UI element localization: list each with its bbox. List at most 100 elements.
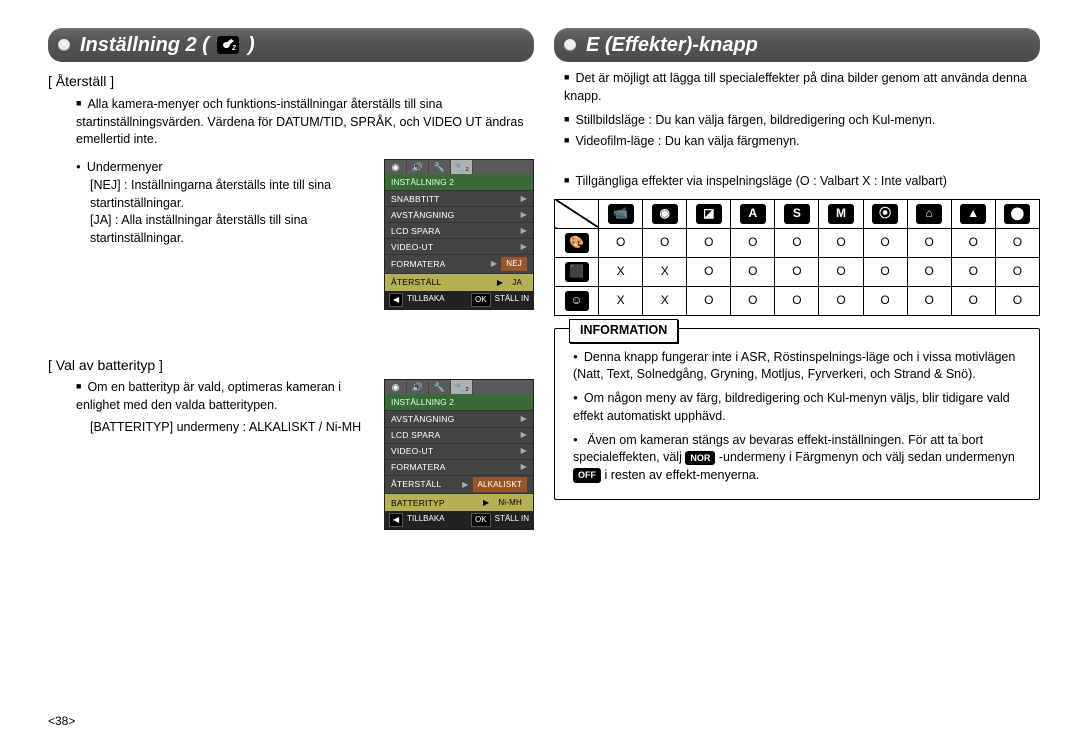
off-pill: OFF	[573, 468, 601, 483]
table-cell: O	[687, 228, 731, 257]
table-cell: O	[995, 286, 1039, 315]
lcd-tab-wrench2-icon: 🔧₂	[451, 160, 473, 174]
lcd2-tab-wrench2-icon: 🔧₂	[451, 380, 473, 394]
lcd-2: ◉ 🔊 🔧 🔧₂ INSTÄLLNING 2 AVSTÄNGNING▶ LCD …	[384, 379, 534, 529]
left-header: Inställning 2 ( 2 )	[48, 28, 534, 62]
table-cell: X	[599, 286, 643, 315]
lcd1-val-ja: JA	[507, 275, 527, 289]
lcd1-ok: OK	[471, 293, 491, 306]
mode-m: M	[828, 204, 854, 224]
table-cell: O	[687, 286, 731, 315]
lcd2-row-5: BATTERITYP	[391, 497, 483, 509]
lcd2-ok: OK	[471, 513, 491, 526]
lcd2-tab-cam-icon: ◉	[385, 380, 407, 394]
table-cell: X	[643, 286, 687, 315]
ja-text: Alla inställningar återställs till sina …	[90, 213, 307, 245]
lcd2-row-2: VIDEO-UT	[391, 445, 521, 457]
info-item-0: Denna knapp fungerar inte i ASR, Röstins…	[573, 349, 1023, 385]
table-cell: O	[819, 257, 863, 286]
table-cell: O	[731, 257, 775, 286]
lcd2-tab-wrench1-icon: 🔧	[429, 380, 451, 394]
info-item-2: Även om kameran stängs av bevaras effekt…	[573, 432, 1023, 485]
table-cell: X	[599, 257, 643, 286]
info-label: INFORMATION	[569, 319, 678, 343]
lcd1-set: STÄLL IN	[495, 293, 529, 306]
lcd2-row-1: LCD SPARA	[391, 429, 521, 441]
mode-a: A	[740, 204, 766, 224]
battery-section-title: [ Val av batterityp ]	[48, 356, 534, 376]
table-cell: O	[643, 228, 687, 257]
mode-scene3-icon: ▲	[960, 204, 986, 224]
lcd1-row-4: FORMATERA	[391, 258, 491, 270]
info-item-2c: i resten av effekt-menyerna.	[604, 468, 759, 482]
lcd2-tab-sound-icon: 🔊	[407, 380, 429, 394]
table-header-row: 📹 ◉ ◪ A S M ⦿ ⌂ ▲ ⬤	[555, 199, 1040, 228]
lcd1-row-3: VIDEO-UT	[391, 241, 521, 253]
reset-bullet: Alla kamera-menyer och funktions-inställ…	[76, 96, 534, 149]
mode-s: S	[784, 204, 810, 224]
lcd2-val-ni: Ni-MH	[493, 496, 527, 510]
table-cell: O	[775, 228, 819, 257]
mode-auto-icon: ◉	[652, 204, 678, 224]
table-row: 🎨OOOOOOOOOO	[555, 228, 1040, 257]
table-cell: O	[775, 286, 819, 315]
header-dot-r	[564, 39, 576, 51]
table-cell: O	[687, 257, 731, 286]
nor-pill: NOR	[685, 451, 715, 466]
lcd2-back: TILLBAKA	[407, 513, 444, 526]
r-bullet-2: Videofilm-läge : Du kan välja färgmenyn.	[564, 133, 1040, 151]
lcd2-head: INSTÄLLNING 2	[385, 394, 533, 410]
right-header-title: E (Effekter)-knapp	[586, 34, 758, 57]
ja-label: [JA] :	[90, 213, 118, 227]
battery-line: [BATTERITYP] undermeny : ALKALISKT / Ni-…	[90, 419, 376, 437]
info-item-1: Om någon meny av färg, bildredigering oc…	[573, 390, 1023, 426]
row-icon-2: ☺	[565, 291, 589, 311]
nej-line: [NEJ] : Inställningarna återställs inte …	[90, 177, 376, 213]
table-cell: O	[863, 257, 907, 286]
left-header-text: Inställning 2 (	[80, 34, 209, 56]
lcd1-row-5: ÅTERSTÄLL	[391, 276, 497, 288]
table-cell: O	[907, 257, 951, 286]
lcd-tab-wrench1-icon: 🔧	[429, 160, 451, 174]
battery-bullet: Om en batterityp är vald, optimeras kame…	[76, 379, 376, 415]
submenu-head: Undermenyer	[76, 159, 376, 177]
table-corner	[555, 199, 599, 228]
row-icon-0: 🎨	[565, 233, 589, 253]
lcd2-set: STÄLL IN	[495, 513, 529, 526]
lcd-tab-sound-icon: 🔊	[407, 160, 429, 174]
mode-scene2-icon: ⌂	[916, 204, 942, 224]
table-cell: X	[643, 257, 687, 286]
table-cell: O	[907, 228, 951, 257]
paren-close: )	[248, 34, 255, 56]
lcd2-val-alk: ALKALISKT	[473, 477, 528, 491]
mode-scene4-icon: ⬤	[1004, 204, 1030, 224]
table-cell: O	[775, 257, 819, 286]
table-cell: O	[951, 286, 995, 315]
mode-video-icon: 📹	[608, 204, 634, 224]
table-cell: O	[863, 286, 907, 315]
reset-section-title: [ Återställ ]	[48, 72, 534, 92]
lcd1-head: INSTÄLLNING 2	[385, 174, 533, 190]
svg-text:2: 2	[231, 45, 236, 51]
lcd1-val-nej: NEJ	[501, 257, 527, 271]
lcd1-row-2: LCD SPARA	[391, 225, 521, 237]
lcd-1: ◉ 🔊 🔧 🔧₂ INSTÄLLNING 2 SNABBTITT▶ AVSTÄN…	[384, 159, 534, 309]
lcd2-row-3: FORMATERA	[391, 461, 521, 473]
effects-table: 📹 ◉ ◪ A S M ⦿ ⌂ ▲ ⬤ 🎨OOOOOOOOOO⬛XXOOOOOO…	[554, 199, 1040, 316]
information-box: INFORMATION Denna knapp fungerar inte i …	[554, 328, 1040, 500]
right-header: E (Effekter)-knapp	[554, 28, 1040, 62]
lcd1-row-1: AVSTÄNGNING	[391, 209, 521, 221]
page-number: <38>	[48, 714, 75, 728]
lcd1-row-0: SNABBTITT	[391, 193, 521, 205]
lcd1-back: TILLBAKA	[407, 293, 444, 306]
r-bullet-0: Det är möjligt att lägga till specialeff…	[564, 70, 1040, 106]
wrench-2-icon: 2	[217, 36, 239, 54]
header-dot	[58, 39, 70, 51]
table-cell: O	[951, 257, 995, 286]
r-bullet-1: Stillbildsläge : Du kan välja färgen, bi…	[564, 112, 1040, 130]
nej-label: [NEJ] :	[90, 178, 128, 192]
mode-scene1-icon: ⦿	[872, 204, 898, 224]
table-cell: O	[995, 257, 1039, 286]
table-cell: O	[863, 228, 907, 257]
table-row: ⬛XXOOOOOOOO	[555, 257, 1040, 286]
